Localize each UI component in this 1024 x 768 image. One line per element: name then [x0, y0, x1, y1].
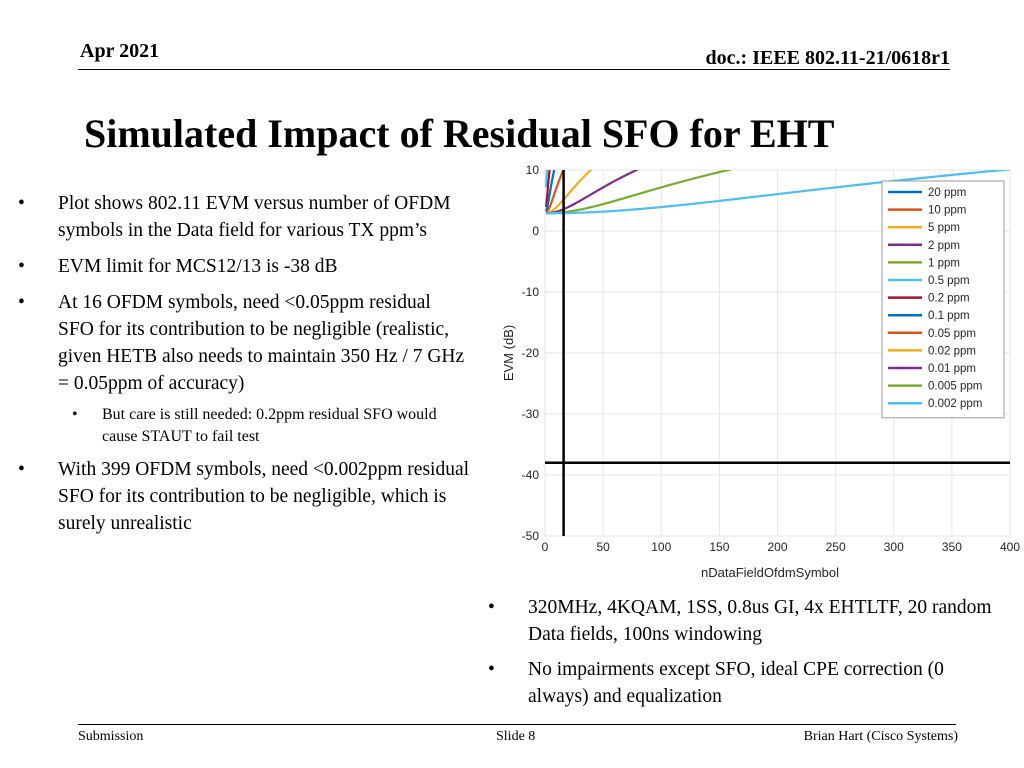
y-tick-label: 0 [532, 224, 539, 238]
note-text: 320MHz, 4KQAM, 1SS, 0.8us GI, 4x EHTLTF,… [528, 597, 992, 645]
series-lines [545, 170, 1010, 215]
x-tick-label: 50 [596, 540, 610, 554]
x-tick-label: 100 [651, 540, 671, 554]
y-tick-label: -40 [522, 468, 540, 482]
grid-lines [544, 169, 1011, 537]
note-item: • 320MHz, 4KQAM, 1SS, 0.8us GI, 4x EHTLTF… [488, 594, 1008, 648]
bullet-item: • Plot shows 802.11 EVM versus number of … [18, 190, 470, 244]
legend-box [881, 180, 1005, 419]
footer-divider [78, 724, 956, 725]
bullet-glyph: • [488, 597, 495, 618]
bullet-item: • At 16 OFDM symbols, need <0.05ppm resid… [18, 289, 470, 397]
reference-lines [545, 170, 1010, 536]
legend-label: 0.01 ppm [928, 363, 976, 375]
legend-label: 0.002 ppm [928, 398, 982, 410]
legend: 20 ppm 10 ppm 5 ppm 2 ppm 1 ppm 0.5 ppm 0.2 pp… [881, 180, 1005, 419]
series-line-0-002-ppm [546, 170, 1010, 215]
y-tick-label: -30 [522, 407, 540, 421]
x-tick-label: 250 [826, 540, 846, 554]
y-tick-label: -20 [522, 346, 540, 360]
y-axis-label: EVM (dB) [501, 325, 516, 381]
footer-submission: Submission [78, 729, 144, 744]
y-tick-label: -50 [522, 529, 540, 543]
sub-bullet-text: But care is still needed: 0.2ppm residua… [102, 406, 437, 445]
bullet-glyph: • [72, 406, 78, 423]
legend-label: 1 ppm [928, 257, 960, 269]
x-tick-label: 400 [1000, 540, 1020, 554]
x-tick-label: 200 [767, 540, 787, 554]
legend-label: 20 ppm [928, 187, 966, 199]
bullet-text: With 399 OFDM symbols, need <0.002ppm re… [58, 459, 470, 534]
bullet-glyph: • [18, 193, 25, 214]
bullet-text: Plot shows 802.11 EVM versus number of O… [58, 193, 451, 241]
x-tick-label: 0 [542, 540, 549, 554]
bullet-glyph: • [488, 659, 495, 680]
x-tick-label: 150 [709, 540, 729, 554]
bullet-glyph: • [18, 459, 25, 480]
note-text: No impairments except SFO, ideal CPE cor… [528, 659, 944, 707]
bullet-item: • With 399 OFDM symbols, need <0.002ppm r… [18, 456, 470, 537]
legend-label: 0.02 ppm [928, 345, 976, 357]
header-divider [78, 69, 950, 70]
x-tick-label: 350 [942, 540, 962, 554]
axis-ticks: 0 50 100 150 200 250 300 350 400100-10-20-30-40-… [522, 163, 1021, 554]
footer-author: Brian Hart (Cisco Systems) [803, 729, 958, 744]
legend-label: 0.1 ppm [928, 310, 970, 322]
bullet-item: • EVM limit for MCS12/13 is -38 dB [18, 253, 470, 280]
evm-chart-svg: 0 50 100 150 200 250 300 350 400100-10-20-30-40-… [501, 163, 1021, 580]
footer-slide-number: Slide 8 [496, 729, 536, 744]
legend-label: 10 ppm [928, 205, 966, 217]
y-tick-label: 10 [526, 163, 540, 177]
evm-chart: 0 50 100 150 200 250 300 350 400 10 0 -10 -20 -30 -40-… [488, 156, 1024, 586]
legend-label: 0.005 ppm [928, 381, 982, 393]
legend-label: 0.05 ppm [928, 328, 976, 340]
legend-label: 0.2 ppm [928, 293, 970, 305]
sub-bullet-item: • But care is still needed: 0.2ppm residu… [18, 404, 470, 448]
bullet-glyph: • [18, 292, 25, 313]
bullet-text: EVM limit for MCS12/13 is -38 dB [58, 256, 338, 277]
x-axis-label: nDataFieldOfdmSymbol [701, 565, 839, 580]
bullet-list: • Plot shows 802.11 EVM versus number of … [18, 190, 470, 546]
legend-label: 0.5 ppm [928, 275, 970, 287]
note-item: • No impairments except SFO, ideal CPE co… [488, 656, 1008, 710]
bullet-text: At 16 OFDM symbols, need <0.05ppm residu… [58, 292, 465, 394]
series-line-0-005-ppm [546, 170, 734, 215]
notes-list: • 320MHz, 4KQAM, 1SS, 0.8us GI, 4x EHTLTF… [488, 594, 1008, 718]
slide-title: Simulated Impact of Residual SFO for EHT [84, 111, 835, 156]
x-tick-label: 300 [884, 540, 904, 554]
legend-label: 5 ppm [928, 222, 960, 234]
header-date: Apr 2021 [80, 40, 160, 62]
header-doc-id: doc.: IEEE 802.11-21/0618r1 [705, 47, 950, 69]
series-line-0-01-ppm [546, 170, 640, 215]
bullet-glyph: • [18, 256, 25, 277]
legend-label: 2 ppm [928, 240, 960, 252]
y-tick-label: -10 [522, 285, 540, 299]
